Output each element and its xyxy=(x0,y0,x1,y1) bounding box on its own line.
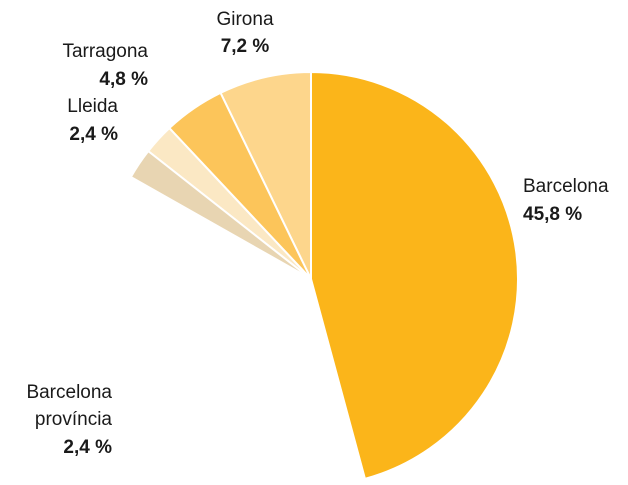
slice-label: Lleida xyxy=(67,96,118,117)
slice-label: Barcelona xyxy=(523,176,609,197)
slice-label: Tarragona xyxy=(62,41,148,62)
slice-value-label: 4,8 % xyxy=(99,69,148,90)
slice-value-label: 2,4 % xyxy=(63,437,112,458)
pie-slice xyxy=(310,70,519,481)
slice-value-label: 45,8 % xyxy=(523,204,582,225)
slice-value-label: 2,4 % xyxy=(69,124,118,145)
pie-slice xyxy=(129,149,312,280)
slice-value-label: 7,2 % xyxy=(221,36,270,57)
slice-label: Girona xyxy=(216,9,273,30)
slice-label: Barcelona província xyxy=(26,382,112,430)
